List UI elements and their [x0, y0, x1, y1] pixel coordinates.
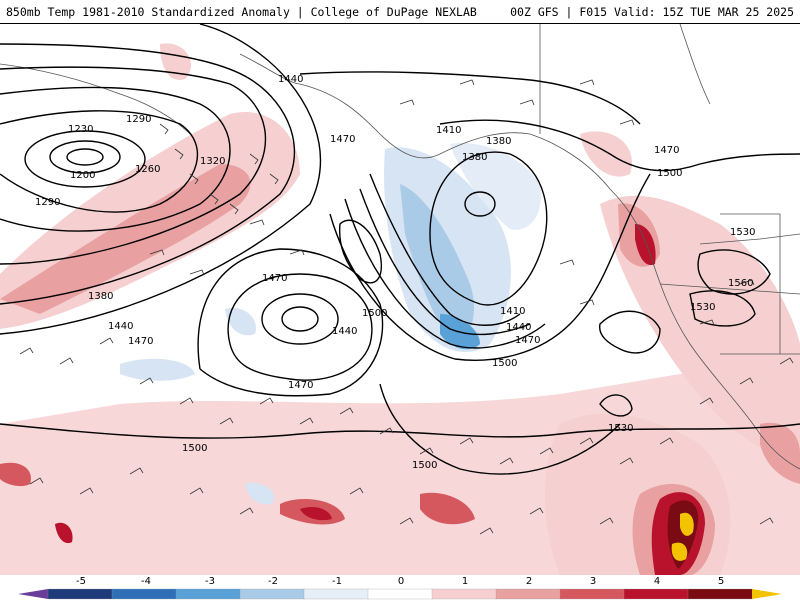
header-bar: 850mb Temp 1981-2010 Standardized Anomal… — [0, 0, 800, 24]
contour-label: 1500 — [492, 358, 517, 369]
colorbar-tick: -2 — [268, 576, 278, 587]
contour-label: 1470 — [654, 145, 679, 156]
wind-barbs — [19, 79, 794, 535]
contour-label: 1500 — [657, 168, 682, 179]
anomaly-map: 1230 1200 1260 1290 1290 1320 1380 1440 … — [0, 23, 800, 575]
colorbar-segment — [623, 588, 689, 600]
contour-label: 1470 — [515, 335, 540, 346]
colorbar-segment — [111, 588, 177, 600]
colorbar-tick: 0 — [397, 576, 405, 587]
contour-label: 1230 — [68, 124, 93, 135]
colorbar-tick: -1 — [332, 576, 342, 587]
map-canvas: 1230 1200 1260 1290 1290 1320 1380 1440 … — [0, 23, 800, 575]
contour-label: 1470 — [262, 273, 287, 284]
colorbar-tick-labels: -5 -4 -3 -2 -1 0 1 2 3 4 5 — [0, 575, 800, 588]
colorbar-tick: -3 — [205, 576, 215, 587]
contour-label: 1440 — [506, 322, 531, 333]
colorbar-tick: 1 — [461, 576, 469, 587]
colorbar-strip — [18, 588, 782, 600]
colorbar-segment — [559, 588, 625, 600]
coastlines — [0, 23, 800, 470]
colorbar-max-arrow — [752, 589, 782, 599]
colorbar-tick: -5 — [76, 576, 86, 587]
colorbar-segment — [303, 588, 369, 600]
contour-label: 1290 — [35, 197, 60, 208]
colorbar-tick: 4 — [653, 576, 661, 587]
colorbar-tick: 5 — [717, 576, 725, 587]
colorbar-legend: -5 -4 -3 -2 -1 0 1 2 3 4 5 — [0, 575, 800, 600]
contour-label: 1440 — [278, 74, 303, 85]
contour-label: 1440 — [332, 326, 357, 337]
cold-anomaly-shading — [120, 143, 541, 505]
contour-label: 1560 — [728, 278, 753, 289]
contour-label: 1410 — [500, 306, 525, 317]
colorbar-segment — [367, 588, 433, 600]
contour-label: 1290 — [126, 114, 151, 125]
contour-label: 1530 — [608, 423, 633, 434]
contour-label: 1440 — [108, 321, 133, 332]
product-title: 850mb Temp 1981-2010 Standardized Anomal… — [6, 5, 477, 19]
contour-label: 1500 — [182, 443, 207, 454]
contour-label: 1500 — [412, 460, 437, 471]
model-run-title: 00Z GFS | F015 Valid: 15Z TUE MAR 25 202… — [510, 5, 794, 19]
colorbar-segment — [431, 588, 497, 600]
contour-label: 1470 — [330, 134, 355, 145]
colorbar-segment — [47, 588, 113, 600]
warm-anomaly-shading — [0, 43, 800, 575]
contour-label: 1500 — [362, 308, 387, 319]
contour-label: 1470 — [128, 336, 153, 347]
colorbar-tick: 2 — [525, 576, 533, 587]
contour-label: 1410 — [436, 125, 461, 136]
contour-label: 1200 — [70, 170, 95, 181]
contour-labels: 1230 1200 1260 1290 1290 1320 1380 1440 … — [35, 74, 755, 471]
contour-label: 1470 — [288, 380, 313, 391]
colorbar-tick: 3 — [589, 576, 597, 587]
height-contours — [0, 23, 800, 475]
colorbar-segment — [687, 588, 753, 600]
colorbar-tick: -4 — [141, 576, 151, 587]
contour-label: 1380 — [88, 291, 113, 302]
contour-label: 1530 — [730, 227, 755, 238]
colorbar-segment — [175, 588, 241, 600]
colorbar-min-arrow — [18, 589, 48, 599]
colorbar-segment — [239, 588, 305, 600]
contour-label: 1260 — [135, 164, 160, 175]
colorbar-segment — [495, 588, 561, 600]
contour-label: 1320 — [200, 156, 225, 167]
contour-label: 1380 — [486, 136, 511, 147]
contour-label: 1380 — [462, 152, 487, 163]
contour-label: 1530 — [690, 302, 715, 313]
